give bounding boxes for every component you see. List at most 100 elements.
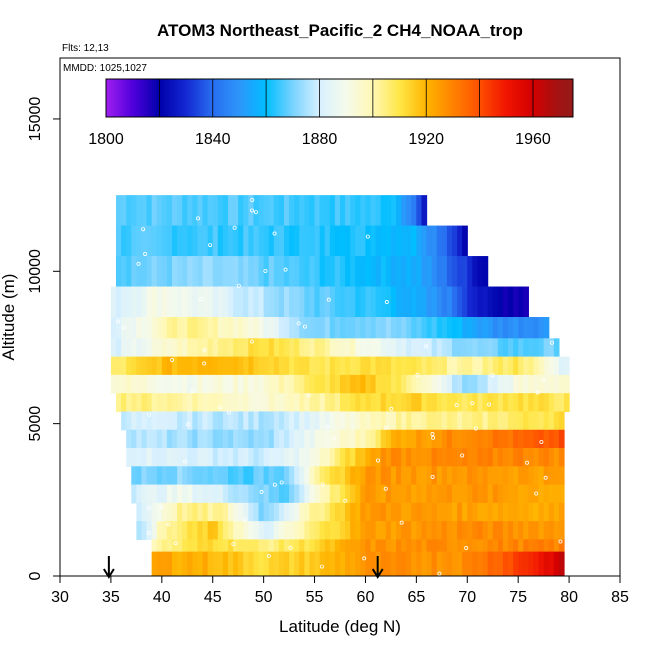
heatmap-cell	[151, 551, 158, 576]
heatmap-cell	[513, 466, 519, 486]
heatmap-cell	[238, 195, 244, 227]
colorbar-segment	[135, 79, 139, 117]
heatmap-cell	[228, 317, 234, 339]
heatmap-cell	[492, 429, 499, 449]
heatmap-cell	[207, 393, 214, 413]
heatmap-cell	[172, 374, 178, 394]
heatmap-cell	[258, 393, 265, 413]
heatmap-cell	[202, 317, 209, 339]
heatmap-cell	[202, 338, 209, 358]
heatmap-cell	[309, 466, 316, 486]
heatmap-cell	[538, 551, 545, 576]
heatmap-cell	[380, 502, 387, 522]
heatmap-cell	[314, 393, 321, 413]
heatmap-cell	[340, 286, 346, 318]
heatmap-cell	[253, 286, 260, 318]
heatmap-cell	[192, 551, 199, 576]
heatmap-cell	[136, 225, 143, 257]
heatmap-cell	[528, 551, 535, 576]
heatmap-cell	[268, 195, 275, 227]
heatmap-cell	[457, 539, 463, 553]
heatmap-cell	[233, 429, 239, 449]
heatmap-cell	[177, 286, 183, 318]
colorbar-segment	[180, 79, 184, 117]
heatmap-cell	[278, 448, 285, 467]
heatmap-cell	[319, 502, 326, 522]
heatmap-cell	[324, 521, 331, 541]
heatmap-cell	[446, 225, 453, 257]
heatmap-cell	[166, 429, 173, 449]
colorbar-segment	[490, 79, 494, 117]
heatmap-cell	[548, 448, 555, 467]
heatmap-cell	[355, 484, 361, 504]
heatmap-cell	[533, 317, 540, 339]
heatmap-cell	[462, 356, 468, 376]
heatmap-cell	[441, 484, 448, 504]
heatmap-cell	[452, 338, 458, 358]
heatmap-cell	[472, 466, 479, 486]
heatmap-cell	[558, 374, 565, 394]
heatmap-cell	[446, 317, 453, 339]
heatmap-cell	[487, 539, 494, 553]
heatmap-cell	[248, 195, 255, 227]
heatmap-cell	[334, 484, 341, 504]
heatmap-cell	[212, 256, 219, 288]
heatmap-cell	[446, 502, 453, 522]
heatmap-cell	[390, 539, 397, 553]
heatmap-cell	[492, 317, 499, 339]
heatmap-cell	[207, 502, 214, 522]
heatmap-cell	[416, 374, 423, 394]
heatmap-cell	[202, 393, 209, 413]
heatmap-cell	[513, 448, 519, 467]
heatmap-cell	[217, 317, 224, 339]
colorbar-segment	[236, 79, 240, 117]
sample-point	[283, 267, 288, 272]
heatmap-cell	[487, 484, 494, 504]
colorbar-segment	[340, 79, 345, 117]
heatmap-cell	[146, 466, 153, 486]
heatmap-cell	[426, 539, 433, 553]
y-tick-label: 15000	[27, 97, 44, 142]
heatmap-cell	[324, 551, 331, 576]
heatmap-cell	[334, 551, 341, 576]
heatmap-cell	[324, 356, 331, 376]
sample-point	[343, 498, 348, 503]
heatmap-cell	[243, 429, 249, 449]
heatmap-cell	[228, 411, 234, 431]
colorbar-segment	[258, 79, 262, 117]
heatmap-cell	[508, 338, 514, 358]
heatmap-cell	[172, 551, 178, 576]
sample-point	[473, 426, 478, 431]
heatmap-cell	[182, 551, 188, 576]
heatmap-cell	[533, 466, 540, 486]
heatmap-cell	[243, 338, 249, 358]
heatmap-cell	[446, 374, 453, 394]
heatmap-cell	[273, 338, 280, 358]
heatmap-cell	[426, 551, 433, 576]
heatmap-cell	[462, 338, 468, 358]
heatmap-cell	[243, 466, 249, 486]
heatmap-cell	[314, 356, 321, 376]
heatmap-cell	[360, 502, 367, 522]
chart-title: ATOM3 Northeast_Pacific_2 CH4_NOAA_trop	[157, 21, 523, 40]
heatmap-cell	[273, 411, 280, 431]
heatmap-cell	[345, 225, 351, 257]
heatmap-cell	[161, 286, 168, 318]
heatmap-cell	[467, 286, 473, 318]
colorbar-segment	[407, 79, 411, 117]
heatmap-cell	[401, 286, 407, 318]
colorbar-segment	[471, 79, 475, 117]
heatmap-cell	[248, 539, 255, 553]
heatmap-cell	[110, 356, 117, 376]
heatmap-cell	[192, 225, 199, 257]
heatmap-cell	[375, 225, 382, 257]
heatmap-cell	[268, 484, 275, 504]
heatmap-cell	[558, 484, 565, 504]
heatmap-cell	[334, 448, 341, 467]
colorbar-segment	[484, 79, 489, 117]
heatmap-cell	[441, 411, 448, 431]
colorbar-segment	[143, 79, 147, 117]
colorbar-segment	[164, 79, 168, 117]
heatmap-cell	[253, 484, 260, 504]
heatmap-cell	[278, 539, 285, 553]
